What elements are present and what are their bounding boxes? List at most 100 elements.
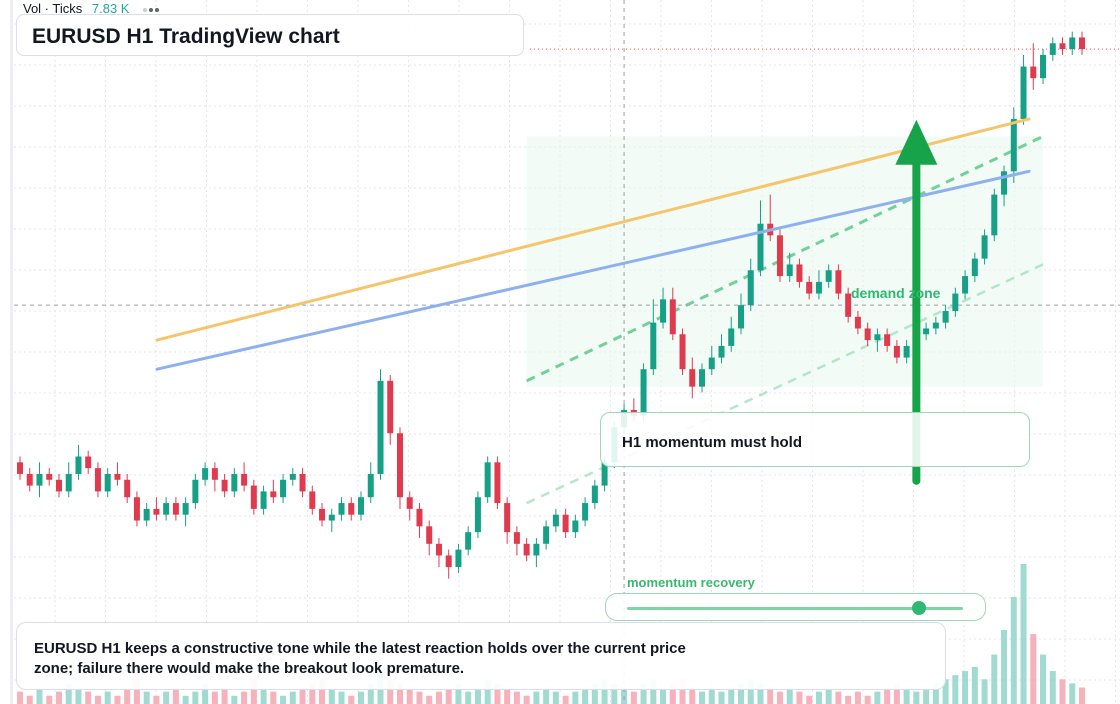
- volume-bar: [387, 679, 394, 704]
- candle: [172, 503, 179, 515]
- volume-bar: [679, 679, 686, 704]
- volume-bar: [435, 691, 442, 704]
- candle: [124, 479, 131, 498]
- candle: [854, 316, 861, 329]
- candle: [718, 345, 725, 358]
- volume-bar: [572, 691, 579, 704]
- volume-bar: [806, 695, 813, 704]
- volume-bar: [1079, 687, 1085, 704]
- candle: [1069, 37, 1076, 50]
- more-options-icon[interactable]: [143, 2, 161, 16]
- candle: [153, 508, 160, 515]
- candle: [971, 258, 978, 277]
- candle: [211, 468, 218, 480]
- volume-bar: [280, 695, 287, 704]
- volume-bar: [942, 679, 949, 704]
- volume-bar: [465, 691, 472, 704]
- candle: [1030, 66, 1037, 79]
- volume-bar: [747, 679, 754, 704]
- candle: [1059, 43, 1066, 50]
- candle: [182, 503, 189, 515]
- candle: [26, 473, 33, 486]
- volume-bar: [562, 695, 569, 704]
- candle: [367, 473, 374, 498]
- volume-bar: [689, 687, 696, 704]
- volume-bar: [660, 687, 667, 704]
- volume-bar: [46, 695, 53, 704]
- candle: [455, 549, 462, 568]
- volume-bar: [893, 683, 900, 704]
- volume-bar: [621, 687, 628, 704]
- candle: [36, 473, 43, 486]
- candle: [952, 293, 959, 311]
- orange-trendline: [155, 117, 1031, 342]
- volume-bar: [143, 691, 150, 704]
- volume-bar: [776, 691, 783, 704]
- candle: [825, 270, 832, 282]
- candle: [699, 369, 706, 387]
- candle: [396, 433, 403, 498]
- volume-legend: Vol · Ticks 7.83 K: [23, 1, 161, 16]
- candle: [923, 328, 930, 335]
- volume-bar: [825, 687, 832, 704]
- candle: [1079, 37, 1085, 50]
- volume-bar: [26, 695, 33, 704]
- volume-bar: [416, 691, 423, 704]
- volume-bar: [124, 687, 131, 704]
- volume-bar: [815, 691, 822, 704]
- candle: [202, 468, 209, 480]
- volume-bar: [513, 691, 520, 704]
- candle: [221, 479, 228, 492]
- volume-bar: [932, 683, 939, 704]
- candle: [689, 369, 696, 387]
- candle: [426, 526, 433, 544]
- candle: [806, 281, 813, 294]
- volume-bar: [991, 654, 998, 704]
- volume-bar: [172, 687, 179, 704]
- volume-bar: [153, 695, 160, 704]
- volume-bar: [796, 691, 803, 704]
- candle: [660, 299, 667, 323]
- candle: [552, 514, 559, 527]
- momentum-slider[interactable]: [605, 593, 986, 621]
- candle: [358, 497, 365, 515]
- candle: [835, 270, 842, 294]
- candle: [143, 508, 150, 521]
- candle: [75, 456, 82, 474]
- volume-bar: [211, 691, 218, 704]
- callout-box: H1 momentum must hold: [600, 412, 1030, 467]
- candle: [864, 328, 871, 341]
- candle: [55, 479, 62, 492]
- candle: [1040, 54, 1047, 79]
- candle: [435, 543, 442, 556]
- volume-bar: [1030, 634, 1037, 704]
- candle: [1049, 43, 1056, 55]
- candle: [377, 380, 384, 474]
- candle: [280, 479, 287, 498]
- candle: [474, 497, 481, 533]
- volume-bar: [699, 691, 706, 704]
- volume-bar: [455, 683, 462, 704]
- candle: [65, 473, 72, 492]
- momentum-label: momentum recovery: [627, 575, 755, 590]
- momentum-knob[interactable]: [912, 601, 927, 615]
- candle: [786, 264, 793, 277]
- chart-title: EURUSD H1 TradingView chart: [32, 25, 340, 48]
- volume-bar: [757, 683, 764, 704]
- candle: [669, 299, 676, 335]
- candle: [991, 194, 998, 236]
- volume-bar: [474, 687, 481, 704]
- volume-bar: [611, 683, 618, 704]
- candle: [884, 334, 891, 346]
- summary-text: EURUSD H1 keeps a constructive tone whil…: [34, 640, 686, 677]
- chart-title-box: EURUSD H1 TradingView chart: [16, 14, 524, 56]
- volume-bar: [241, 691, 248, 704]
- volume-bar: [1049, 671, 1056, 704]
- volume-bar: [192, 691, 199, 704]
- candle: [932, 322, 939, 329]
- volume-bar: [319, 679, 326, 704]
- volume-bar: [17, 691, 23, 704]
- candle: [737, 305, 744, 329]
- candle: [1001, 171, 1008, 195]
